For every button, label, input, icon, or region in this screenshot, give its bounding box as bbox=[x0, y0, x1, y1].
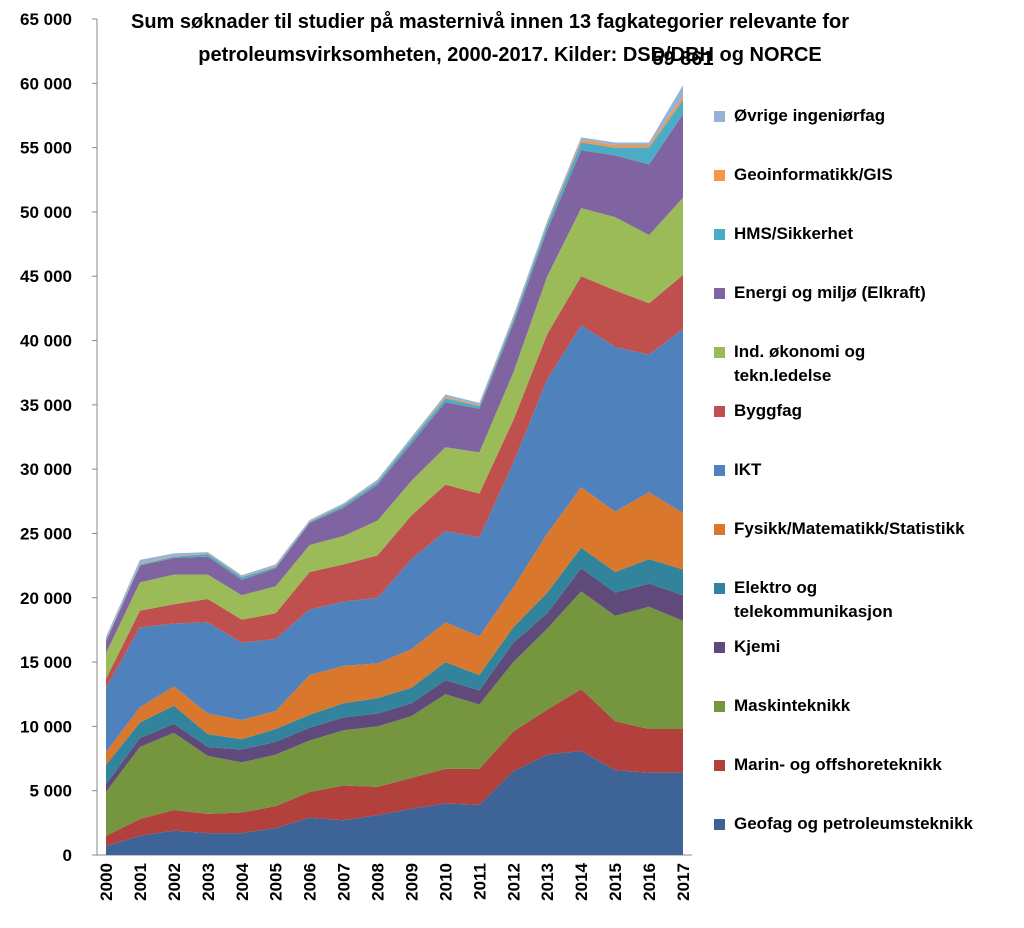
legend-swatch bbox=[714, 111, 725, 122]
legend-swatch bbox=[714, 701, 725, 712]
y-tick-label: 35 000 bbox=[20, 396, 72, 415]
legend-swatch bbox=[714, 406, 725, 417]
y-tick-label: 20 000 bbox=[20, 589, 72, 608]
x-tick-label: 2004 bbox=[233, 862, 252, 900]
legend-item: IKT bbox=[710, 458, 1000, 482]
area bbox=[106, 568, 683, 792]
area bbox=[106, 114, 683, 654]
legend-item: HMS/Sikkerhet bbox=[710, 222, 1000, 246]
x-tick-label: 2016 bbox=[640, 863, 659, 901]
y-tick-label: 45 000 bbox=[20, 267, 72, 286]
legend-item: Elektro og telekommunikasjon bbox=[710, 576, 1000, 624]
legend-item: Marin- og offshoreteknikk bbox=[710, 753, 1000, 777]
annotation: 59 861 bbox=[652, 48, 713, 70]
legend-item: Ind. økonomi og tekn.ledelse bbox=[710, 340, 1000, 388]
area bbox=[106, 100, 683, 642]
x-tick-label: 2008 bbox=[369, 863, 388, 901]
x-tick-label: 2017 bbox=[674, 863, 693, 901]
legend-swatch bbox=[714, 760, 725, 771]
x-tick-label: 2005 bbox=[267, 863, 286, 901]
x-tick-label: 2012 bbox=[504, 863, 523, 901]
legend-label: Maskinteknikk bbox=[734, 696, 851, 715]
legend-swatch bbox=[714, 642, 725, 653]
area bbox=[106, 325, 683, 753]
y-tick-label: 60 000 bbox=[20, 74, 72, 93]
legend-label: Kjemi bbox=[734, 637, 781, 656]
x-tick-label: 2013 bbox=[538, 863, 557, 901]
x-tick-label: 2009 bbox=[402, 863, 421, 901]
y-tick-label: 30 000 bbox=[20, 460, 72, 479]
legend-item: Øvrige ingeniørfag bbox=[710, 104, 1000, 128]
x-tick-label: 2011 bbox=[470, 863, 489, 900]
area bbox=[106, 274, 683, 688]
y-tick-label: 0 bbox=[63, 846, 72, 865]
areas bbox=[106, 85, 683, 855]
legend-swatch bbox=[714, 229, 725, 240]
legend-label: Energi og miljø (Elkraft) bbox=[734, 283, 926, 302]
legend-label: Byggfag bbox=[734, 401, 802, 420]
legend-item: Fysikk/Matematikk/Statistikk bbox=[710, 517, 1000, 541]
legend-label: Fysikk/Matematikk/Statistikk bbox=[734, 519, 965, 538]
chart-title: Sum søknader til studier på masternivå i… bbox=[131, 10, 849, 33]
x-tick-label: 2002 bbox=[165, 863, 184, 901]
x-tick-label: 2015 bbox=[606, 863, 625, 901]
legend-item: Geofag og petroleumsteknikk bbox=[710, 812, 1000, 836]
legend-label: Elektro og telekommunikasjon bbox=[734, 578, 893, 621]
x-tick-label: 2014 bbox=[572, 862, 591, 900]
area bbox=[106, 547, 683, 785]
area bbox=[106, 591, 683, 836]
y-tick-label: 55 000 bbox=[20, 139, 72, 158]
y-tick-label: 5 000 bbox=[29, 782, 72, 801]
legend-label: Geofag og petroleumsteknikk bbox=[734, 814, 973, 833]
legend-item: Byggfag bbox=[710, 399, 1000, 423]
y-tick-label: 40 000 bbox=[20, 332, 72, 351]
x-tick-label: 2001 bbox=[131, 863, 150, 901]
legend-item: Kjemi bbox=[710, 635, 1000, 659]
area bbox=[106, 750, 683, 855]
area bbox=[106, 689, 683, 846]
legend-swatch bbox=[714, 819, 725, 830]
legend-swatch bbox=[714, 347, 725, 358]
x-tick-label: 2000 bbox=[97, 863, 116, 901]
legend-swatch bbox=[714, 465, 725, 476]
x-tick-label: 2006 bbox=[301, 863, 320, 901]
legend-label: Geoinformatikk/GIS bbox=[734, 165, 893, 184]
area bbox=[106, 197, 683, 679]
y-tick-label: 10 000 bbox=[20, 717, 72, 736]
x-tick-label: 2010 bbox=[436, 863, 455, 901]
legend-swatch bbox=[714, 524, 725, 535]
y-tick-label: 65 000 bbox=[20, 10, 72, 29]
y-tick-label: 25 000 bbox=[20, 524, 72, 543]
legend-swatch bbox=[714, 583, 725, 594]
chart-title: petroleumsvirksomheten, 2000-2017. Kilde… bbox=[198, 44, 822, 66]
x-tick-label: 2003 bbox=[199, 863, 218, 901]
legend-label: Ind. økonomi og tekn.ledelse bbox=[734, 342, 866, 385]
x-tick-label: 2007 bbox=[335, 863, 354, 901]
legend-swatch bbox=[714, 288, 725, 299]
legend-label: Marin- og offshoreteknikk bbox=[734, 755, 942, 774]
legend-label: HMS/Sikkerhet bbox=[734, 224, 854, 243]
y-tick-label: 15 000 bbox=[20, 653, 72, 672]
y-tick-label: 50 000 bbox=[20, 203, 72, 222]
legend-label: IKT bbox=[734, 460, 762, 479]
legend-swatch bbox=[714, 170, 725, 181]
legend-label: Øvrige ingeniørfag bbox=[734, 106, 886, 125]
legend-item: Energi og miljø (Elkraft) bbox=[710, 281, 1000, 305]
area bbox=[106, 487, 683, 765]
legend-item: Maskinteknikk bbox=[710, 694, 1000, 718]
legend-item: Geoinformatikk/GIS bbox=[710, 163, 1000, 187]
